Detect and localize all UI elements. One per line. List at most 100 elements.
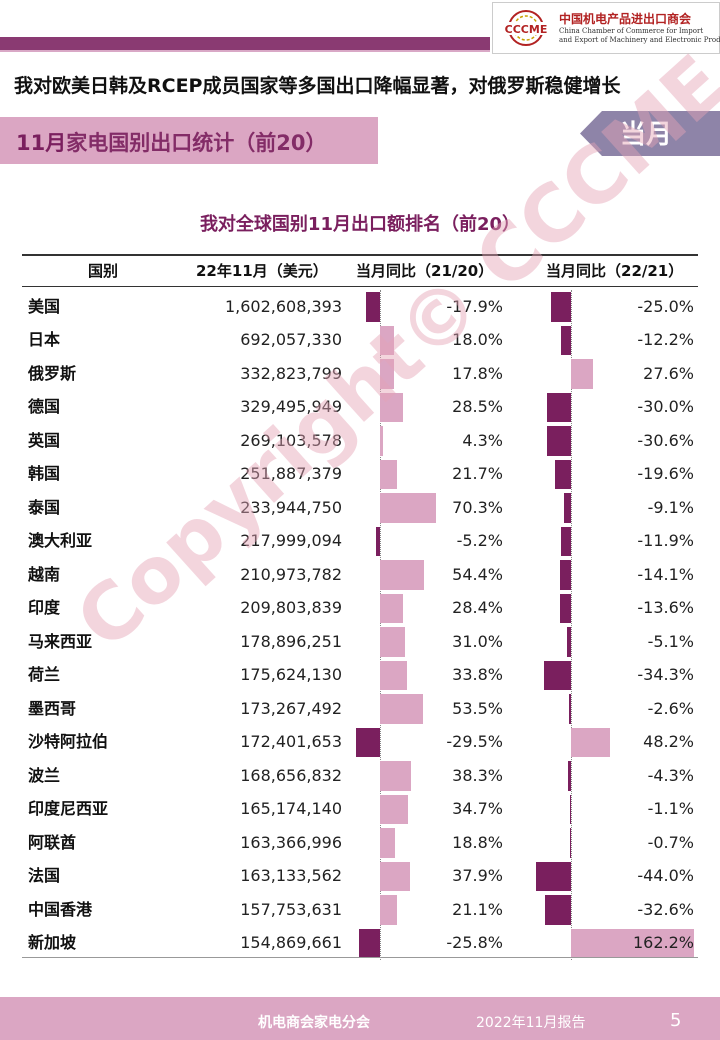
yoy-21-20-label: 21.7% <box>452 464 503 484</box>
country-name: 德国 <box>28 397 61 417</box>
bar-yoy-22-21 <box>570 828 572 858</box>
yoy-21-20-label: -17.9% <box>446 296 503 316</box>
country-name: 中国香港 <box>28 899 93 919</box>
yoy-21-20-label: 4.3% <box>462 430 503 450</box>
yoy-22-21-label: -19.6% <box>637 464 694 484</box>
header-band-accent <box>0 50 490 52</box>
zero-line-yoy-21-20 <box>380 290 381 960</box>
section-title: 11月家电国别出口统计（前20） <box>16 127 326 157</box>
export-value: 163,133,562 <box>240 866 342 886</box>
org-name-en: China Chamber of Commerce for Import and… <box>559 27 720 44</box>
bar-yoy-22-21 <box>567 761 571 791</box>
header-country: 国别 <box>88 262 119 280</box>
country-name: 波兰 <box>28 765 61 785</box>
bar-yoy-22-21 <box>570 794 572 824</box>
bar-yoy-21-20 <box>380 895 397 925</box>
export-value: 210,973,782 <box>240 564 342 584</box>
zero-line-yoy-22-21 <box>571 290 572 960</box>
country-name: 墨西哥 <box>28 698 77 718</box>
bar-yoy-21-20 <box>356 727 380 757</box>
yoy-22-21-label: 27.6% <box>643 363 694 383</box>
yoy-21-20-label: 18.8% <box>452 832 503 852</box>
footer-org: 机电商会家电分会 <box>258 1015 370 1031</box>
bar-yoy-21-20 <box>380 325 395 355</box>
chart-title: 我对全球国别11月出口额排名（前20） <box>199 214 521 235</box>
bar-yoy-21-20 <box>380 761 411 791</box>
country-name: 阿联酋 <box>28 832 77 852</box>
yoy-22-21-label: -30.0% <box>637 397 694 417</box>
export-value: 178,896,251 <box>240 631 342 651</box>
yoy-21-20-label: 54.4% <box>452 564 503 584</box>
org-name-cn: 中国机电产品进出口商会 <box>559 12 692 26</box>
bar-yoy-21-20 <box>380 828 396 858</box>
export-value: 157,753,631 <box>240 899 342 919</box>
export-value: 233,944,750 <box>240 497 342 517</box>
yoy-22-21-label: -14.1% <box>637 564 694 584</box>
header-yoy-21-20: 当月同比（21/20） <box>356 262 494 280</box>
bar-yoy-21-20 <box>380 694 423 724</box>
country-name: 法国 <box>28 866 61 886</box>
country-name: 荷兰 <box>28 665 61 685</box>
bar-yoy-22-21 <box>559 560 571 590</box>
export-value: 175,624,130 <box>240 665 342 685</box>
country-name: 日本 <box>28 330 61 350</box>
country-name: 泰国 <box>28 497 61 517</box>
yoy-21-20-label: 18.0% <box>452 330 503 350</box>
header-band <box>0 37 490 50</box>
bar-yoy-22-21 <box>546 426 571 456</box>
export-value: 269,103,578 <box>240 430 342 450</box>
bar-yoy-21-20 <box>380 560 424 590</box>
yoy-22-21-label: -32.6% <box>637 899 694 919</box>
export-value: 692,057,330 <box>240 330 342 350</box>
bar-yoy-21-20 <box>380 392 403 422</box>
export-value: 251,887,379 <box>240 464 342 484</box>
bar-yoy-21-20 <box>359 928 380 958</box>
bar-yoy-21-20 <box>380 493 437 523</box>
bar-yoy-21-20 <box>375 526 380 556</box>
bar-yoy-21-20 <box>380 459 398 489</box>
bar-yoy-22-21 <box>561 526 571 556</box>
bar-yoy-22-21 <box>544 895 571 925</box>
export-value: 329,495,949 <box>240 397 342 417</box>
country-name: 马来西亚 <box>28 631 93 651</box>
country-name: 越南 <box>28 564 61 584</box>
bar-yoy-21-20 <box>380 861 411 891</box>
bar-yoy-22-21 <box>571 359 594 389</box>
country-name: 英国 <box>28 430 61 450</box>
section-title-highlight: 11月 <box>16 131 67 155</box>
country-name: 俄罗斯 <box>28 363 77 383</box>
export-value: 172,401,653 <box>240 732 342 752</box>
bar-yoy-22-21 <box>568 694 571 724</box>
export-value: 1,602,608,393 <box>224 296 342 316</box>
yoy-22-21-label: -2.6% <box>647 698 694 718</box>
footer-date: 2022年11月报告 <box>476 1015 586 1031</box>
table-header-rule <box>22 286 698 287</box>
yoy-22-21-label: -5.1% <box>647 631 694 651</box>
country-name: 沙特阿拉伯 <box>28 732 109 752</box>
export-value: 209,803,839 <box>240 598 342 618</box>
page-number: 5 <box>670 1010 682 1031</box>
table-bottom-rule <box>22 957 698 958</box>
headline: 我对欧美日韩及RCEP成员国家等多国出口降幅显著，对俄罗斯稳健增长 <box>14 75 621 97</box>
yoy-21-20-label: 33.8% <box>452 665 503 685</box>
yoy-21-20-label: 28.4% <box>452 598 503 618</box>
bar-yoy-22-21 <box>561 325 571 355</box>
yoy-22-21-label: -25.0% <box>637 296 694 316</box>
yoy-22-21-label: -30.6% <box>637 430 694 450</box>
country-name: 新加坡 <box>28 933 77 953</box>
bar-yoy-22-21 <box>551 292 571 322</box>
bar-yoy-22-21 <box>535 861 571 891</box>
footer-band <box>0 997 720 1040</box>
yoy-21-20-label: 21.1% <box>452 899 503 919</box>
yoy-21-20-label: -29.5% <box>446 732 503 752</box>
bar-yoy-22-21 <box>547 392 571 422</box>
yoy-22-21-label: -9.1% <box>647 497 694 517</box>
yoy-21-20-label: 17.8% <box>452 363 503 383</box>
yoy-22-21-label: 48.2% <box>643 732 694 752</box>
country-name: 澳大利亚 <box>28 531 93 551</box>
bar-yoy-22-21 <box>566 627 571 657</box>
logo: CCCME 中国机电产品进出口商会 China Chamber of Comme… <box>492 2 720 54</box>
yoy-22-21-label: -34.3% <box>637 665 694 685</box>
yoy-21-20-label: 28.5% <box>452 397 503 417</box>
month-tag-label: 当月 <box>620 120 673 150</box>
